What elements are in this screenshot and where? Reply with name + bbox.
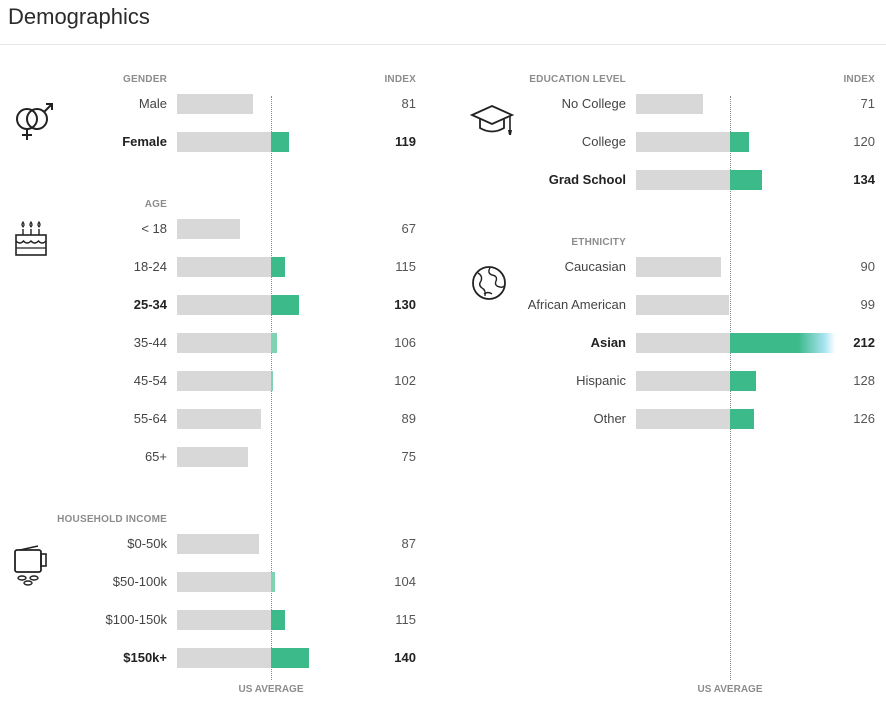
index-value: 119 [395, 134, 416, 149]
section-title: GENDER [123, 74, 167, 85]
bar-below-average [636, 333, 730, 353]
bar-below-average [177, 371, 271, 391]
bar-above-average [271, 333, 277, 353]
category-label: Male [138, 96, 167, 111]
bar-below-average [636, 409, 730, 429]
index-value: 126 [853, 411, 875, 426]
category-label: Hispanic [576, 373, 626, 388]
bar-below-average [636, 132, 730, 152]
birthday-cake-icon [12, 219, 50, 257]
index-value: 75 [401, 449, 416, 464]
graduation-cap-icon [470, 102, 514, 138]
bar-below-average [177, 295, 271, 315]
category-label: $150k+ [123, 650, 167, 665]
index-value: 87 [401, 536, 416, 551]
bar-below-average [177, 409, 261, 429]
bar-above-average [271, 610, 285, 630]
bar-above-average [271, 257, 285, 277]
index-value: 115 [395, 259, 416, 274]
globe-icon [470, 264, 508, 302]
index-value: 120 [853, 134, 875, 149]
category-label: Female [122, 134, 167, 149]
bar-below-average [636, 170, 730, 190]
bar-above-average [730, 132, 749, 152]
index-value: 102 [394, 373, 416, 388]
category-label: $100-150k [105, 612, 167, 627]
bar-below-average [177, 257, 271, 277]
index-value: 89 [401, 411, 416, 426]
index-column-header: INDEX [384, 74, 416, 85]
us-average-label: US AVERAGE [697, 684, 763, 695]
index-value: 134 [853, 172, 875, 187]
bar-below-average [177, 534, 259, 554]
category-label: African American [527, 297, 626, 312]
bar-below-average [177, 447, 248, 467]
section-title: AGE [144, 199, 167, 210]
category-label: 45-54 [133, 373, 167, 388]
bar-above-average [271, 572, 275, 592]
index-value: 212 [853, 335, 875, 350]
index-value: 106 [394, 335, 416, 350]
bar-above-average [271, 648, 309, 668]
category-label: Asian [590, 335, 626, 350]
category-label: 55-64 [133, 411, 167, 426]
bar-below-average [177, 648, 271, 668]
bar-below-average [177, 132, 271, 152]
category-label: 25-34 [133, 297, 167, 312]
category-label: $0-50k [127, 536, 167, 551]
section-title: ETHNICITY [571, 237, 626, 248]
bar-below-average [177, 333, 271, 353]
bar-above-average [730, 170, 762, 190]
bar-above-average [271, 295, 299, 315]
category-label: No College [561, 96, 626, 111]
index-value: 128 [853, 373, 875, 388]
category-label: Caucasian [564, 259, 626, 274]
bar-below-average [636, 257, 721, 277]
category-label: $50-100k [112, 574, 167, 589]
category-label: 65+ [144, 449, 167, 464]
section-title: HOUSEHOLD INCOME [57, 514, 167, 525]
page-title: Demographics [8, 4, 150, 29]
bar-below-average [636, 94, 703, 114]
index-value: 115 [395, 612, 416, 627]
bar-below-average [636, 371, 730, 391]
index-value: 130 [394, 297, 416, 312]
page-header: Demographics [0, 0, 886, 45]
bar-above-average [730, 333, 835, 353]
us-average-label: US AVERAGE [238, 684, 304, 695]
index-value: 81 [401, 96, 416, 111]
bar-below-average [177, 572, 271, 592]
bar-above-average [730, 409, 754, 429]
category-label: College [581, 134, 626, 149]
index-column-header: INDEX [843, 74, 875, 85]
index-value: 67 [401, 221, 416, 236]
category-label: 18-24 [133, 259, 167, 274]
bar-below-average [177, 219, 240, 239]
index-value: 99 [860, 297, 875, 312]
category-label: 35-44 [133, 335, 167, 350]
index-value: 104 [394, 574, 416, 589]
bar-below-average [636, 295, 729, 315]
index-value: 71 [860, 96, 875, 111]
wallet-icon [12, 544, 52, 586]
bar-below-average [177, 610, 271, 630]
category-label: Grad School [548, 172, 626, 187]
bar-below-average [177, 94, 253, 114]
index-value: 140 [394, 650, 416, 665]
bar-above-average [730, 371, 756, 391]
bar-above-average [271, 132, 289, 152]
gender-icon [12, 102, 56, 142]
category-label: Other [593, 411, 626, 426]
index-value: 90 [860, 259, 875, 274]
category-label: < 18 [141, 221, 167, 236]
bar-above-average [271, 371, 273, 391]
section-title: EDUCATION LEVEL [529, 74, 626, 85]
